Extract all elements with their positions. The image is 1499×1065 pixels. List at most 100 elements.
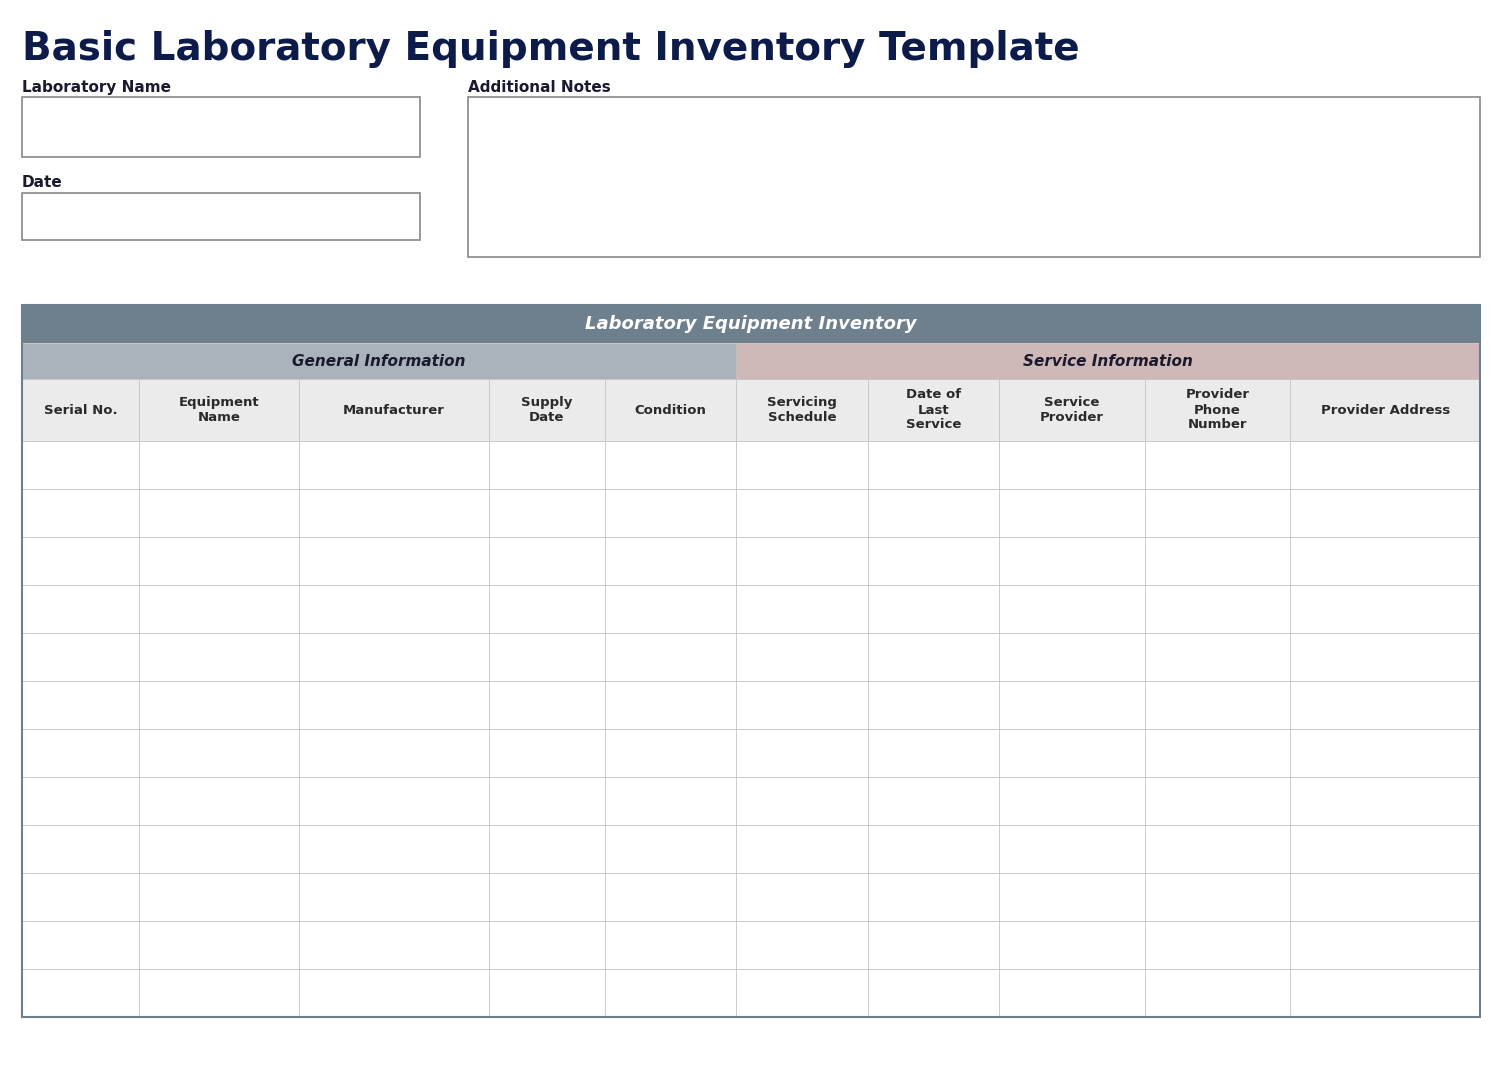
FancyBboxPatch shape [1291, 379, 1480, 441]
FancyBboxPatch shape [138, 537, 298, 585]
FancyBboxPatch shape [736, 873, 868, 921]
FancyBboxPatch shape [298, 441, 489, 489]
FancyBboxPatch shape [998, 873, 1145, 921]
FancyBboxPatch shape [298, 379, 489, 441]
FancyBboxPatch shape [22, 489, 138, 537]
FancyBboxPatch shape [1145, 969, 1291, 1017]
FancyBboxPatch shape [298, 873, 489, 921]
FancyBboxPatch shape [22, 777, 138, 825]
FancyBboxPatch shape [489, 489, 606, 537]
FancyBboxPatch shape [868, 873, 998, 921]
FancyBboxPatch shape [138, 633, 298, 681]
FancyBboxPatch shape [606, 379, 736, 441]
FancyBboxPatch shape [736, 633, 868, 681]
FancyBboxPatch shape [298, 681, 489, 730]
FancyBboxPatch shape [138, 777, 298, 825]
FancyBboxPatch shape [736, 825, 868, 873]
FancyBboxPatch shape [736, 921, 868, 969]
FancyBboxPatch shape [1145, 873, 1291, 921]
FancyBboxPatch shape [22, 343, 736, 379]
FancyBboxPatch shape [736, 585, 868, 633]
FancyBboxPatch shape [736, 730, 868, 777]
FancyBboxPatch shape [606, 825, 736, 873]
FancyBboxPatch shape [138, 730, 298, 777]
FancyBboxPatch shape [22, 921, 138, 969]
FancyBboxPatch shape [868, 585, 998, 633]
FancyBboxPatch shape [1291, 681, 1480, 730]
Text: Provider Address: Provider Address [1321, 404, 1450, 416]
FancyBboxPatch shape [998, 441, 1145, 489]
Text: Servicing
Schedule: Servicing Schedule [767, 396, 836, 424]
FancyBboxPatch shape [138, 825, 298, 873]
FancyBboxPatch shape [1291, 730, 1480, 777]
FancyBboxPatch shape [868, 681, 998, 730]
FancyBboxPatch shape [606, 777, 736, 825]
FancyBboxPatch shape [868, 777, 998, 825]
FancyBboxPatch shape [998, 585, 1145, 633]
FancyBboxPatch shape [606, 681, 736, 730]
FancyBboxPatch shape [489, 825, 606, 873]
FancyBboxPatch shape [606, 969, 736, 1017]
FancyBboxPatch shape [736, 681, 868, 730]
FancyBboxPatch shape [736, 537, 868, 585]
FancyBboxPatch shape [298, 730, 489, 777]
FancyBboxPatch shape [606, 633, 736, 681]
FancyBboxPatch shape [868, 379, 998, 441]
FancyBboxPatch shape [868, 537, 998, 585]
FancyBboxPatch shape [998, 681, 1145, 730]
FancyBboxPatch shape [1291, 537, 1480, 585]
FancyBboxPatch shape [138, 489, 298, 537]
FancyBboxPatch shape [1145, 379, 1291, 441]
FancyBboxPatch shape [868, 489, 998, 537]
FancyBboxPatch shape [868, 921, 998, 969]
FancyBboxPatch shape [736, 379, 868, 441]
FancyBboxPatch shape [606, 537, 736, 585]
FancyBboxPatch shape [22, 825, 138, 873]
FancyBboxPatch shape [1145, 730, 1291, 777]
FancyBboxPatch shape [998, 379, 1145, 441]
FancyBboxPatch shape [1291, 921, 1480, 969]
FancyBboxPatch shape [1291, 969, 1480, 1017]
FancyBboxPatch shape [998, 537, 1145, 585]
FancyBboxPatch shape [22, 97, 420, 157]
FancyBboxPatch shape [1145, 825, 1291, 873]
FancyBboxPatch shape [736, 441, 868, 489]
FancyBboxPatch shape [868, 969, 998, 1017]
FancyBboxPatch shape [22, 193, 420, 240]
Text: Serial No.: Serial No. [43, 404, 117, 416]
FancyBboxPatch shape [298, 585, 489, 633]
FancyBboxPatch shape [998, 969, 1145, 1017]
FancyBboxPatch shape [138, 873, 298, 921]
FancyBboxPatch shape [1291, 489, 1480, 537]
FancyBboxPatch shape [22, 441, 138, 489]
FancyBboxPatch shape [606, 585, 736, 633]
FancyBboxPatch shape [489, 969, 606, 1017]
FancyBboxPatch shape [489, 921, 606, 969]
FancyBboxPatch shape [1291, 873, 1480, 921]
FancyBboxPatch shape [1145, 681, 1291, 730]
FancyBboxPatch shape [1291, 585, 1480, 633]
Text: Additional Notes: Additional Notes [468, 80, 610, 95]
FancyBboxPatch shape [489, 730, 606, 777]
FancyBboxPatch shape [298, 921, 489, 969]
FancyBboxPatch shape [998, 921, 1145, 969]
Text: Basic Laboratory Equipment Inventory Template: Basic Laboratory Equipment Inventory Tem… [22, 30, 1079, 68]
FancyBboxPatch shape [1291, 777, 1480, 825]
FancyBboxPatch shape [1145, 489, 1291, 537]
FancyBboxPatch shape [489, 633, 606, 681]
FancyBboxPatch shape [868, 441, 998, 489]
FancyBboxPatch shape [22, 305, 1480, 343]
FancyBboxPatch shape [1145, 921, 1291, 969]
FancyBboxPatch shape [998, 777, 1145, 825]
FancyBboxPatch shape [736, 969, 868, 1017]
FancyBboxPatch shape [606, 873, 736, 921]
FancyBboxPatch shape [1291, 633, 1480, 681]
Text: Supply
Date: Supply Date [522, 396, 573, 424]
FancyBboxPatch shape [138, 681, 298, 730]
FancyBboxPatch shape [298, 825, 489, 873]
FancyBboxPatch shape [998, 825, 1145, 873]
Text: Provider
Phone
Number: Provider Phone Number [1186, 389, 1250, 431]
FancyBboxPatch shape [736, 489, 868, 537]
FancyBboxPatch shape [138, 969, 298, 1017]
Text: Manufacturer: Manufacturer [343, 404, 445, 416]
